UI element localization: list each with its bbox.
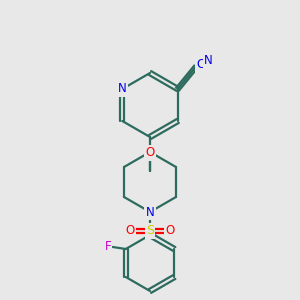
Text: O: O	[125, 224, 135, 238]
Text: S: S	[146, 224, 154, 238]
Text: N: N	[118, 82, 127, 95]
Text: O: O	[165, 224, 175, 238]
Text: F: F	[104, 241, 111, 254]
Text: C: C	[196, 58, 205, 71]
Text: O: O	[146, 146, 154, 160]
Text: N: N	[146, 206, 154, 218]
Text: N: N	[204, 55, 213, 68]
